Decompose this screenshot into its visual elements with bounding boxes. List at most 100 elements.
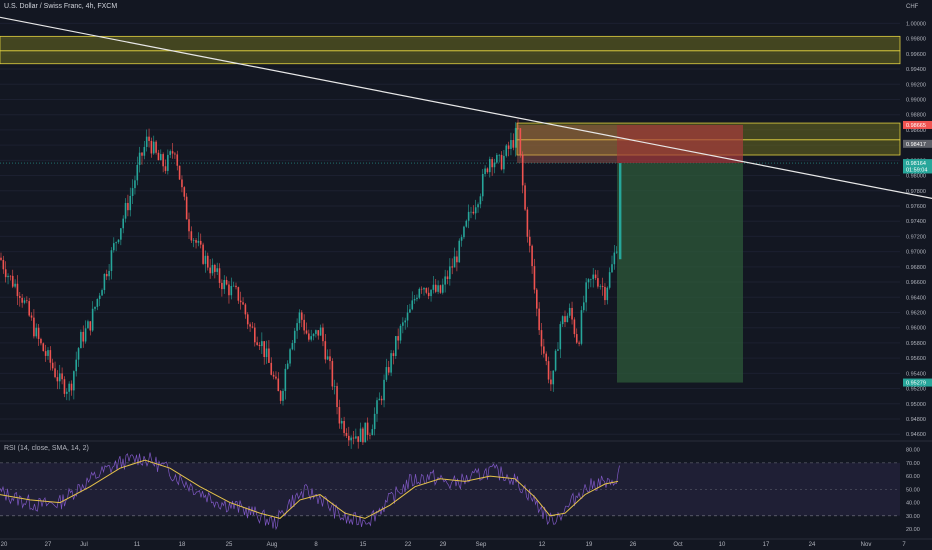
symbol-title: U.S. Dollar / Swiss Franc, 4h, FXCM	[4, 3, 118, 10]
candle-body	[225, 279, 228, 285]
candle-body	[47, 350, 49, 356]
candle-body	[587, 279, 590, 283]
candle-body	[399, 325, 402, 341]
candle-body	[514, 128, 517, 148]
candle-body	[223, 279, 226, 290]
candle-body	[167, 154, 169, 171]
candle-body	[120, 228, 122, 240]
candle-body	[463, 226, 465, 238]
candle-body	[115, 242, 117, 244]
candle-body	[308, 333, 310, 340]
candle-body	[385, 367, 388, 380]
x-tick-label: 11	[134, 542, 141, 548]
zone-resistance_mid	[0, 50, 901, 65]
candle-body	[322, 327, 324, 342]
rsi-tick-label: 70.00	[906, 461, 920, 467]
candle-body	[373, 413, 376, 430]
candle-body	[390, 353, 392, 373]
trendline[interactable]	[0, 16, 932, 199]
candle-body	[87, 321, 89, 329]
price-label-text: 0.98417	[906, 142, 926, 148]
candle-body	[66, 391, 68, 394]
candle-body	[493, 162, 496, 168]
short-position-tool[interactable]	[517, 124, 743, 383]
candle-body	[613, 252, 616, 265]
candle-body	[197, 240, 200, 243]
candle-body	[232, 285, 235, 287]
x-tick-label: 20	[1, 542, 8, 548]
candle-body	[559, 324, 562, 350]
price-candles	[0, 119, 622, 449]
candle-body	[171, 151, 174, 154]
candle-body	[284, 368, 287, 391]
x-tick-label: 24	[809, 542, 816, 548]
candle-body	[301, 312, 303, 320]
candle-body	[254, 327, 256, 343]
x-tick-label: Sep	[476, 542, 487, 548]
candle-body	[413, 299, 416, 301]
candle-body	[512, 140, 515, 148]
x-tick-label: 27	[45, 542, 52, 548]
candle-body	[40, 338, 42, 344]
candle-body	[275, 376, 277, 379]
last-candle	[619, 163, 622, 260]
candle-body	[207, 255, 209, 268]
candle-body	[56, 377, 59, 382]
candle-body	[204, 255, 207, 264]
candle-body	[216, 268, 218, 272]
y-tick-label: 0.97200	[906, 234, 926, 240]
candle-body	[554, 350, 557, 371]
candle-body	[237, 287, 240, 301]
candle-body	[324, 341, 327, 360]
y-tick-label: 0.99200	[906, 82, 926, 88]
candle-body	[265, 348, 268, 358]
candle-body	[430, 289, 432, 297]
x-tick-label: 29	[440, 542, 447, 548]
rsi-tick-label: 40.00	[906, 501, 920, 507]
candle-body	[103, 274, 106, 291]
candle-body	[573, 319, 576, 335]
candle-body	[359, 428, 362, 442]
rsi-tick-label: 60.00	[906, 474, 920, 480]
candle-body	[484, 168, 486, 175]
candle-body	[61, 373, 63, 380]
price-label-text: 0.98164	[906, 161, 926, 167]
candle-body	[113, 243, 115, 251]
candle-body	[439, 285, 442, 293]
candle-body	[258, 344, 261, 347]
y-tick-label: 0.97000	[906, 250, 926, 256]
price-axis[interactable]: CHF 1.00000 0.99800 0.99600 0.99400 0.99200 0.…	[906, 4, 926, 438]
candle-body	[89, 321, 92, 331]
candle-body	[37, 327, 40, 339]
x-tick-label: 25	[226, 542, 233, 548]
candle-body	[315, 330, 317, 334]
candle-body	[510, 140, 512, 149]
candle-body	[599, 285, 602, 287]
candle-body	[474, 207, 477, 214]
candle-body	[77, 348, 80, 360]
candle-body	[387, 367, 390, 373]
candle-body	[268, 348, 270, 363]
candle-body	[127, 202, 129, 211]
x-tick-label: 12	[539, 542, 546, 548]
candle-body	[244, 304, 247, 315]
candle-body	[608, 272, 611, 288]
time-axis[interactable]: 20 27 Jul 11 18 25 Aug 8 15 22 29 Sep 12 19 26 Oct 10 17 2…	[1, 542, 907, 548]
candle-body	[221, 282, 223, 290]
candle-body	[611, 264, 613, 273]
rsi-tick-label: 30.00	[906, 514, 920, 520]
candle-body	[592, 274, 594, 280]
candle-body	[597, 278, 599, 287]
candle-body	[350, 437, 352, 441]
candle-body	[406, 312, 409, 321]
candle-body	[336, 386, 338, 408]
grid-lines	[0, 22, 932, 540]
candle-body	[23, 300, 26, 303]
candle-body	[442, 284, 444, 293]
rsi-axis[interactable]: 80.00 70.00 60.00 50.00 40.00 30.00 20.00	[906, 448, 920, 533]
candle-body	[557, 349, 559, 351]
candle-body	[481, 174, 484, 197]
candle-body	[376, 400, 378, 414]
candle-body	[317, 330, 320, 336]
